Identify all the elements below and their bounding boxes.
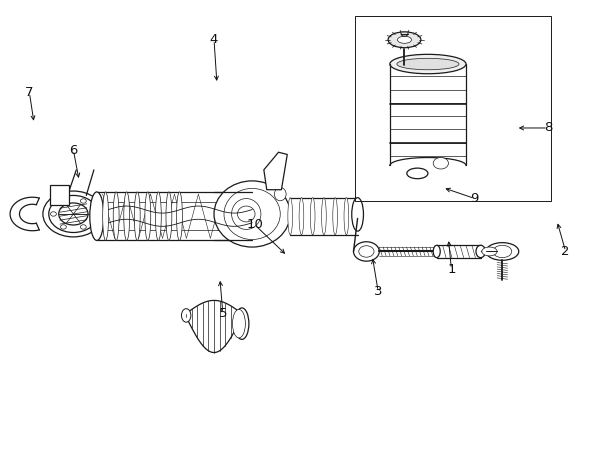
Ellipse shape [103, 192, 109, 240]
Ellipse shape [135, 192, 140, 240]
Ellipse shape [166, 192, 172, 240]
Ellipse shape [224, 189, 280, 239]
Text: 1: 1 [447, 263, 456, 275]
Bar [50, 185, 69, 205]
Ellipse shape [344, 198, 349, 235]
Polygon shape [264, 152, 287, 190]
Ellipse shape [214, 181, 290, 247]
Text: 3: 3 [374, 285, 382, 297]
Ellipse shape [388, 32, 421, 48]
Text: 6: 6 [69, 144, 78, 157]
Ellipse shape [270, 167, 281, 175]
Ellipse shape [182, 309, 191, 322]
Ellipse shape [482, 247, 497, 256]
Text: 7: 7 [25, 86, 33, 99]
Ellipse shape [476, 245, 486, 258]
Ellipse shape [353, 242, 379, 261]
Ellipse shape [322, 198, 327, 235]
Ellipse shape [60, 199, 66, 203]
Ellipse shape [310, 198, 315, 235]
Ellipse shape [231, 198, 261, 230]
Text: 9: 9 [471, 192, 479, 205]
Ellipse shape [90, 212, 96, 216]
Ellipse shape [55, 212, 62, 216]
Ellipse shape [274, 188, 286, 201]
Ellipse shape [155, 192, 161, 240]
Ellipse shape [80, 225, 86, 229]
Ellipse shape [288, 198, 292, 235]
Ellipse shape [237, 206, 255, 222]
Ellipse shape [397, 58, 459, 70]
Ellipse shape [59, 203, 88, 225]
Text: 5: 5 [218, 307, 227, 320]
Ellipse shape [124, 192, 130, 240]
Ellipse shape [176, 192, 182, 240]
Ellipse shape [233, 310, 245, 338]
Ellipse shape [50, 212, 56, 216]
Ellipse shape [433, 245, 440, 258]
Text: 8: 8 [544, 122, 553, 135]
Ellipse shape [433, 158, 448, 169]
Ellipse shape [352, 198, 364, 231]
Ellipse shape [486, 243, 518, 260]
Ellipse shape [60, 225, 66, 229]
Ellipse shape [235, 308, 249, 339]
Ellipse shape [299, 198, 304, 235]
Bar [355, 15, 551, 201]
Text: 10: 10 [246, 219, 264, 231]
Ellipse shape [49, 195, 98, 233]
Ellipse shape [407, 168, 428, 179]
Ellipse shape [398, 36, 411, 43]
Ellipse shape [80, 199, 86, 203]
Ellipse shape [145, 192, 151, 240]
Ellipse shape [333, 198, 337, 235]
Ellipse shape [493, 245, 512, 258]
Text: 2: 2 [562, 245, 570, 258]
Text: 4: 4 [210, 33, 218, 46]
Ellipse shape [90, 192, 104, 240]
Ellipse shape [390, 54, 466, 74]
Ellipse shape [113, 192, 119, 240]
Ellipse shape [359, 246, 374, 257]
Ellipse shape [43, 191, 104, 237]
Bar [52, 209, 65, 219]
